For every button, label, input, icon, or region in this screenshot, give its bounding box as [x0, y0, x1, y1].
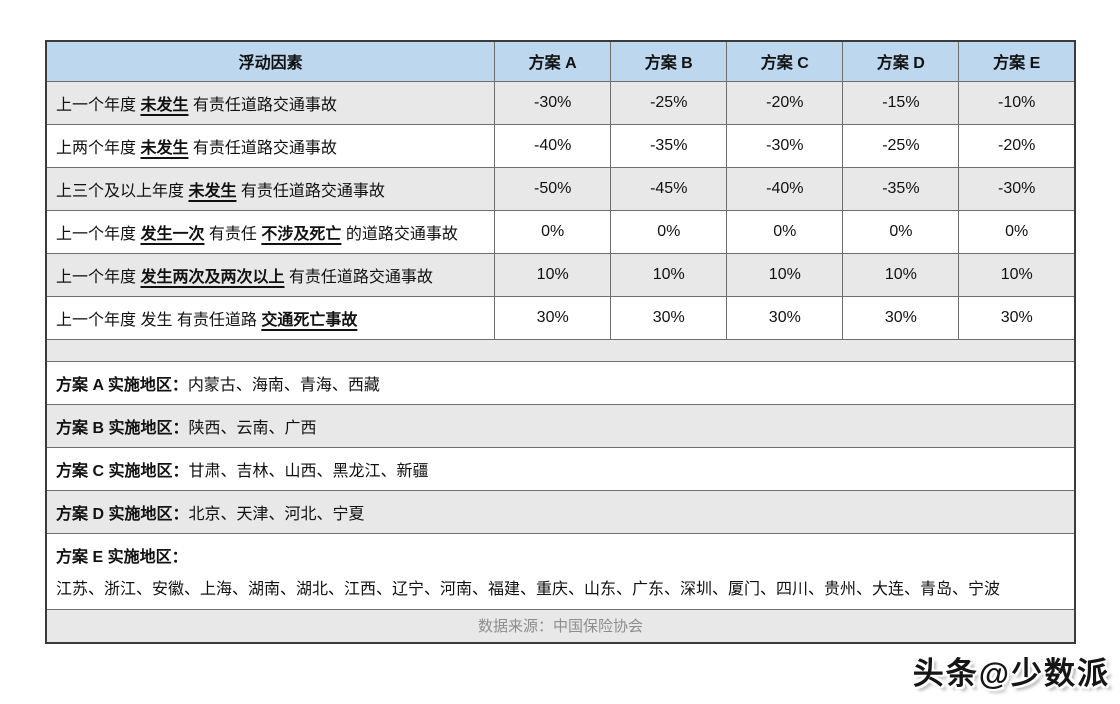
factor-label-cell: 上三个及以上年度 未发生 有责任道路交通事故 [45, 166, 496, 211]
factor-emphasis-text: 交通死亡事故 [261, 311, 358, 329]
factor-label-cell: 上一个年度 发生一次 有责任 不涉及死亡 的道路交通事故 [45, 209, 496, 254]
region-list: 北京、天津、河北、宁夏 [188, 505, 365, 523]
factor-row: 上两个年度 未发生 有责任道路交通事故 -40% -35% -30% -25% -20% [45, 123, 1076, 168]
rate-cell: 10% [958, 252, 1076, 297]
factor-emphasis-text: 未发生 [140, 139, 189, 157]
factor-text: 上两个年度 [56, 139, 141, 157]
region-label: 方案 E 实施地区： [56, 549, 188, 566]
rate-cell: 10% [494, 252, 612, 297]
rate-cell: -25% [610, 80, 728, 125]
region-row-plan-B: 方案 B 实施地区：陕西、云南、广西 [45, 403, 1076, 448]
rate-cell: 0% [494, 209, 612, 254]
factor-text: 上一个年度 发生 有责任道路 [56, 311, 262, 329]
region-cell: 方案 D 实施地区：北京、天津、河北、宁夏 [45, 489, 1076, 534]
factor-text: 上一个年度 [56, 225, 141, 243]
rate-cell: 30% [958, 295, 1076, 340]
rate-cell: 10% [842, 252, 960, 297]
rate-cell: 0% [842, 209, 960, 254]
region-list: 陕西、云南、广西 [188, 419, 317, 437]
factor-emphasis-text: 未发生 [188, 182, 237, 200]
region-cell: 方案 B 实施地区：陕西、云南、广西 [45, 403, 1076, 448]
spacer-row [45, 338, 1076, 362]
factor-label-cell: 上一个年度 发生 有责任道路 交通死亡事故 [45, 295, 496, 340]
factor-text: 有责任道路交通事故 [188, 96, 337, 114]
region-cell: 方案 C 实施地区：甘肃、吉林、山西、黑龙江、新疆 [45, 446, 1076, 491]
region-label: 方案 A 实施地区： [56, 376, 188, 394]
factor-text: 上一个年度 [56, 268, 141, 286]
region-cell: 方案 E 实施地区： 江苏、浙江、安徽、上海、湖南、湖北、江西、辽宁、河南、福建、… [45, 532, 1076, 610]
rate-cell: -40% [494, 123, 612, 168]
region-row-plan-A: 方案 A 实施地区：内蒙古、海南、青海、西藏 [45, 360, 1076, 405]
rate-cell: 10% [610, 252, 728, 297]
factor-text: 有责任道路交通事故 [188, 139, 337, 157]
region-row-plan-E: 方案 E 实施地区： 江苏、浙江、安徽、上海、湖南、湖北、江西、辽宁、河南、福建、… [45, 532, 1076, 610]
spacer-cell [45, 338, 1076, 362]
watermark: 头条@少数派 [912, 656, 1110, 691]
rate-cell: 0% [726, 209, 844, 254]
factor-row: 上三个及以上年度 未发生 有责任道路交通事故 -50% -45% -40% -35% -3… [45, 166, 1076, 211]
factor-text: 有责任道路交通事故 [284, 268, 433, 286]
factor-emphasis-text: 未发生 [140, 96, 189, 114]
rate-cell: -25% [842, 123, 960, 168]
factor-emphasis-text: 发生一次 [140, 225, 205, 243]
rate-cell: 10% [726, 252, 844, 297]
rate-cell: -35% [842, 166, 960, 211]
factor-text: 上一个年度 [56, 96, 141, 114]
region-list: 内蒙古、海南、青海、西藏 [187, 376, 380, 394]
rate-cell: -15% [842, 80, 960, 125]
rate-cell: 30% [726, 295, 844, 340]
factor-row: 上一个年度 未发生 有责任道路交通事故 -30% -25% -20% -15% -10% [45, 80, 1076, 125]
factor-header-cell: 浮动因素 [45, 40, 496, 82]
plan-header-cell: 方案 B [610, 40, 728, 82]
factor-text: 上三个及以上年度 [56, 182, 189, 200]
rate-cell: -40% [726, 166, 844, 211]
factor-text: 有责任道路交通事故 [236, 182, 385, 200]
factor-row: 上一个年度 发生一次 有责任 不涉及死亡 的道路交通事故 0% 0% 0% 0% 0% [45, 209, 1076, 254]
source-cell: 数据来源：中国保险协会 [45, 608, 1076, 644]
region-row-plan-C: 方案 C 实施地区：甘肃、吉林、山西、黑龙江、新疆 [45, 446, 1076, 491]
rate-cell: -30% [958, 166, 1076, 211]
factor-row: 上一个年度 发生两次及两次以上 有责任道路交通事故 10% 10% 10% 10% 10% [45, 252, 1076, 297]
region-list: 江苏、浙江、安徽、上海、湖南、湖北、江西、辽宁、河南、福建、重庆、山东、广东、深… [56, 581, 1001, 598]
rate-cell: -50% [494, 166, 612, 211]
header-row: 浮动因素 方案 A 方案 B 方案 C 方案 D 方案 E [45, 40, 1076, 82]
factor-label-cell: 上一个年度 未发生 有责任道路交通事故 [45, 80, 496, 125]
rate-cell: 30% [494, 295, 612, 340]
factor-text: 的道路交通事故 [341, 225, 458, 243]
region-cell: 方案 A 实施地区：内蒙古、海南、青海、西藏 [45, 360, 1076, 405]
region-label: 方案 C 实施地区： [56, 462, 189, 480]
rate-cell: -20% [958, 123, 1076, 168]
region-row-plan-D: 方案 D 实施地区：北京、天津、河北、宁夏 [45, 489, 1076, 534]
rate-cell: -10% [958, 80, 1076, 125]
rate-cell: 30% [842, 295, 960, 340]
source-row: 数据来源：中国保险协会 [45, 608, 1076, 644]
region-list: 甘肃、吉林、山西、黑龙江、新疆 [188, 462, 429, 480]
rate-cell: 30% [610, 295, 728, 340]
region-label: 方案 B 实施地区： [56, 419, 189, 437]
rate-cell: -45% [610, 166, 728, 211]
plan-header-cell: 方案 E [958, 40, 1076, 82]
factor-label-cell: 上两个年度 未发生 有责任道路交通事故 [45, 123, 496, 168]
table-body: 上一个年度 未发生 有责任道路交通事故 -30% -25% -20% -15% -10% 上… [45, 80, 1076, 644]
plan-header-cell: 方案 D [842, 40, 960, 82]
factor-emphasis-text: 发生两次及两次以上 [140, 268, 285, 286]
plan-header-cell: 方案 C [726, 40, 844, 82]
plan-header-cell: 方案 A [494, 40, 612, 82]
rate-table: 浮动因素 方案 A 方案 B 方案 C 方案 D 方案 E 上一个年度 未发生 有责任道… [45, 40, 1076, 644]
factor-row: 上一个年度 发生 有责任道路 交通死亡事故 30% 30% 30% 30% 30% [45, 295, 1076, 340]
factor-text: 有责任 [204, 225, 262, 243]
factor-emphasis-text: 不涉及死亡 [261, 225, 342, 243]
rate-table-container: 浮动因素 方案 A 方案 B 方案 C 方案 D 方案 E 上一个年度 未发生 有责任道… [45, 40, 1076, 644]
rate-cell: -30% [494, 80, 612, 125]
rate-cell: 0% [958, 209, 1076, 254]
rate-cell: -20% [726, 80, 844, 125]
rate-cell: -30% [726, 123, 844, 168]
region-label: 方案 D 实施地区： [56, 505, 189, 523]
rate-cell: -35% [610, 123, 728, 168]
factor-label-cell: 上一个年度 发生两次及两次以上 有责任道路交通事故 [45, 252, 496, 297]
rate-cell: 0% [610, 209, 728, 254]
